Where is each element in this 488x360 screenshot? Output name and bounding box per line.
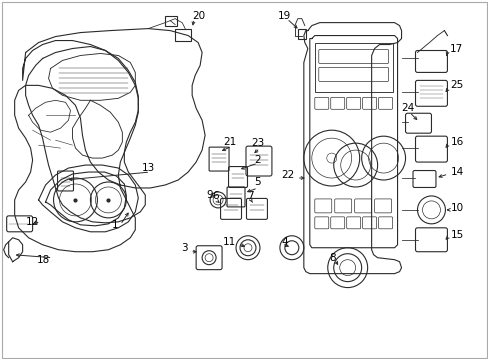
Bar [314, 42, 392, 92]
Text: 13: 13 [142, 163, 155, 173]
Text: 16: 16 [449, 137, 463, 147]
Text: 14: 14 [449, 167, 463, 177]
Text: 12: 12 [25, 217, 39, 227]
Text: 5: 5 [254, 177, 261, 187]
Text: 19: 19 [278, 11, 291, 21]
Text: 8: 8 [329, 253, 335, 263]
Text: 15: 15 [449, 230, 463, 240]
Text: 25: 25 [449, 80, 463, 90]
Text: 18: 18 [37, 255, 50, 265]
Text: 22: 22 [281, 170, 294, 180]
Text: 2: 2 [254, 155, 261, 165]
Text: 11: 11 [223, 237, 236, 247]
Text: 21: 21 [223, 137, 236, 147]
Text: 23: 23 [251, 138, 264, 148]
Text: 10: 10 [449, 203, 463, 213]
Bar [165, 15, 177, 26]
Text: 6: 6 [211, 191, 218, 201]
Text: 17: 17 [448, 44, 462, 54]
Text: 3: 3 [181, 243, 188, 253]
Text: 20: 20 [192, 11, 205, 21]
Text: 9: 9 [206, 190, 213, 200]
Text: 7: 7 [246, 191, 253, 201]
Bar [297, 28, 305, 39]
Text: 24: 24 [400, 103, 413, 113]
Text: 1: 1 [111, 220, 118, 230]
Text: 4: 4 [281, 237, 288, 247]
Bar [175, 28, 191, 41]
